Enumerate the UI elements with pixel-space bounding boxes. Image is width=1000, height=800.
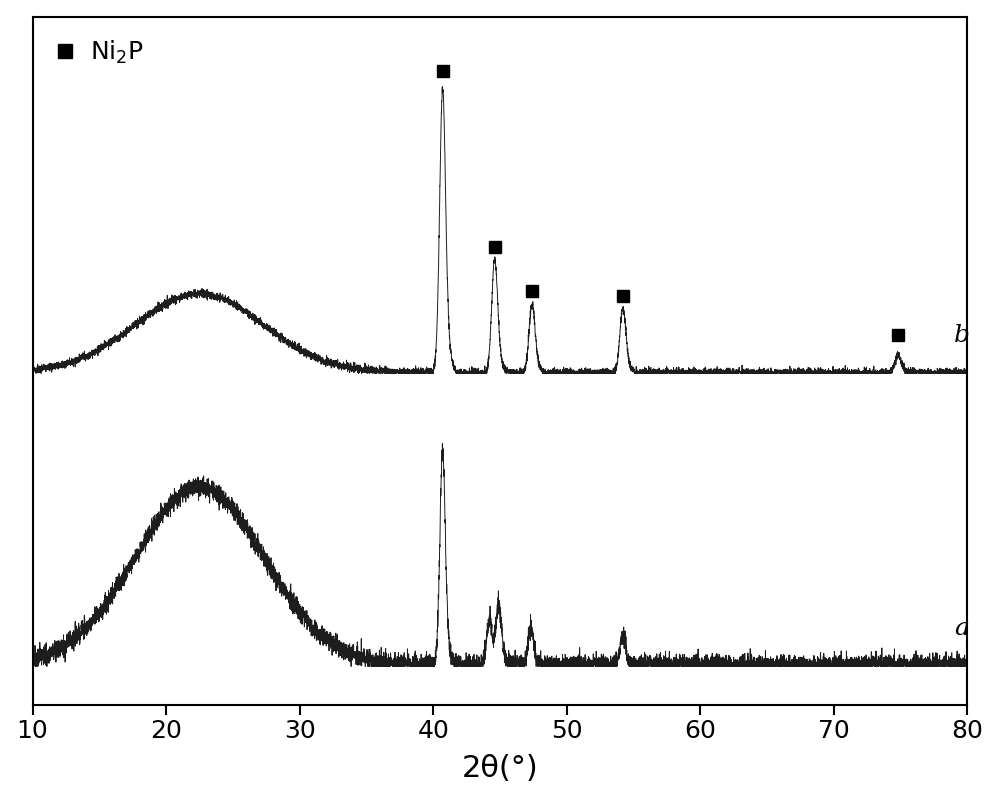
X-axis label: 2θ(°): 2θ(°)	[462, 754, 538, 783]
Legend: Ni$_2$P: Ni$_2$P	[45, 29, 154, 76]
Text: a: a	[954, 617, 969, 640]
Text: b: b	[954, 324, 970, 346]
